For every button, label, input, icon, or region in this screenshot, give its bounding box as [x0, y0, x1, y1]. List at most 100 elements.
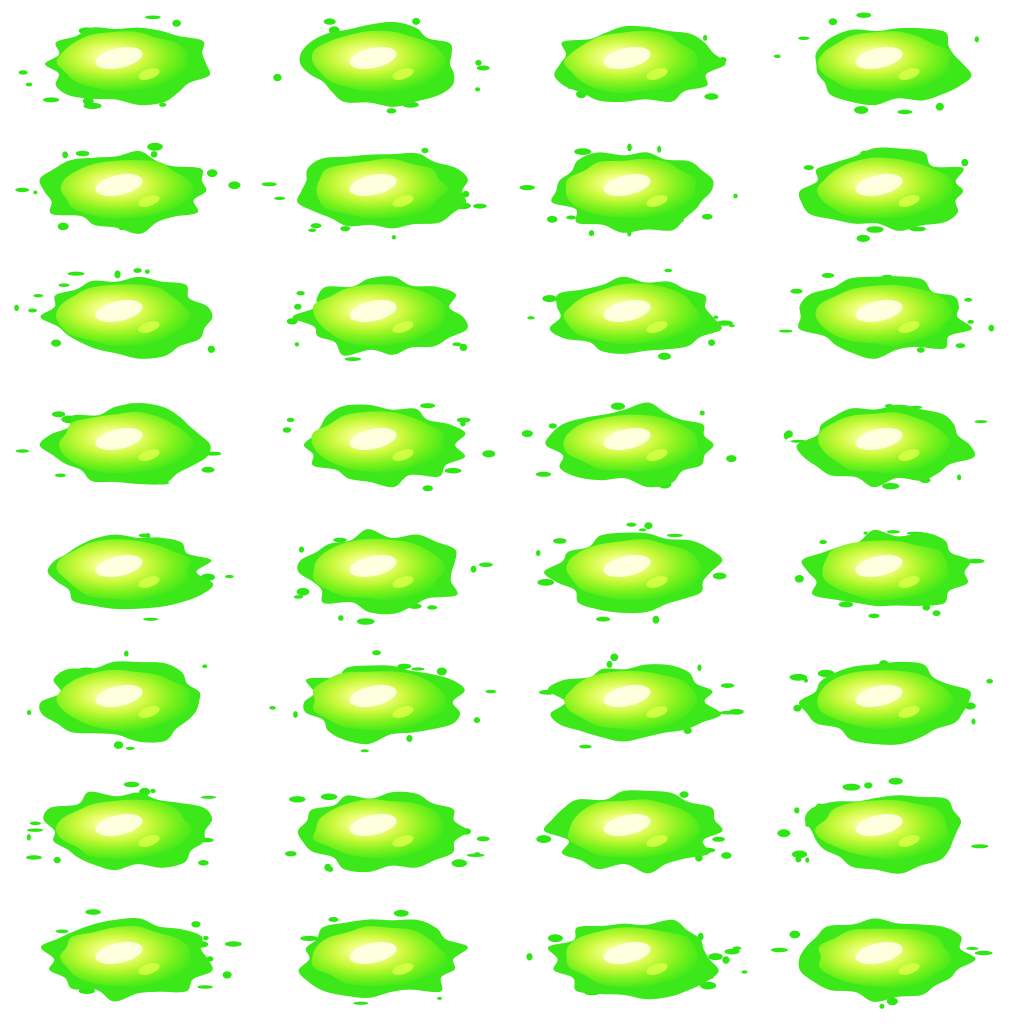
- droplet: [886, 530, 900, 534]
- splat-glint: [646, 706, 668, 718]
- droplet: [638, 528, 647, 532]
- droplet: [82, 97, 94, 105]
- droplet: [793, 704, 802, 712]
- splat-highlight: [349, 685, 397, 707]
- droplet: [863, 531, 868, 535]
- splat-glint: [392, 68, 414, 80]
- droplet: [323, 18, 336, 25]
- droplet: [436, 667, 447, 676]
- droplet: [159, 102, 167, 107]
- droplet: [203, 935, 209, 941]
- droplet: [657, 145, 662, 153]
- droplet: [28, 308, 37, 313]
- droplet: [296, 291, 305, 296]
- droplet: [53, 856, 61, 864]
- droplet: [805, 857, 810, 863]
- droplet: [795, 856, 802, 863]
- droplet: [828, 18, 838, 26]
- droplet: [273, 73, 282, 82]
- droplet: [197, 985, 213, 989]
- droplet: [150, 788, 156, 794]
- droplet: [794, 575, 804, 583]
- droplet: [777, 829, 791, 838]
- droplet: [916, 347, 925, 353]
- droplet: [722, 956, 730, 964]
- droplet: [133, 268, 142, 273]
- droplet: [207, 345, 215, 353]
- droplet: [67, 271, 85, 276]
- splat-highlight: [95, 174, 143, 196]
- sprite-frame-2: [273, 17, 490, 114]
- droplet: [421, 147, 429, 154]
- splat-glint: [898, 963, 920, 975]
- splat-highlight: [603, 428, 651, 450]
- sprite-frame-6: [261, 147, 487, 240]
- droplet: [790, 288, 803, 294]
- droplet: [610, 402, 626, 410]
- droplet: [652, 615, 660, 624]
- droplet: [866, 226, 884, 233]
- droplet: [971, 844, 989, 849]
- droplet: [957, 474, 962, 481]
- splat-glint: [138, 835, 160, 847]
- droplet: [206, 169, 218, 178]
- droplet: [356, 618, 375, 625]
- splat-glint: [898, 449, 920, 461]
- droplet: [15, 187, 30, 193]
- droplet: [473, 717, 481, 724]
- droplet: [712, 836, 725, 842]
- droplet: [224, 574, 234, 579]
- droplet: [542, 295, 557, 303]
- droplet: [476, 836, 490, 842]
- splat-glint: [646, 449, 668, 461]
- droplet: [474, 852, 481, 857]
- droplet: [282, 427, 292, 433]
- splat-glint: [138, 321, 160, 333]
- droplet: [547, 934, 563, 943]
- droplet: [986, 678, 993, 684]
- sprite-frame-14: [282, 403, 496, 492]
- droplet: [476, 65, 490, 71]
- droplet: [882, 483, 900, 490]
- splat-glint: [138, 576, 160, 588]
- droplet: [57, 222, 69, 231]
- droplet: [791, 850, 808, 859]
- droplet: [797, 36, 810, 40]
- droplet: [145, 269, 150, 274]
- droplet: [536, 835, 552, 844]
- splat-glint: [646, 835, 668, 847]
- droplet: [658, 352, 671, 360]
- droplet: [733, 193, 738, 199]
- droplet: [294, 303, 302, 310]
- splat-highlight: [95, 300, 143, 322]
- droplet: [721, 852, 732, 859]
- droplet: [33, 190, 38, 195]
- splat-glint: [392, 321, 414, 333]
- droplet: [62, 151, 68, 159]
- splat-highlight: [855, 47, 903, 69]
- droplet: [473, 203, 487, 209]
- droplet: [536, 550, 541, 557]
- droplet: [15, 449, 29, 453]
- droplet: [955, 343, 966, 349]
- droplet: [821, 273, 835, 278]
- splat-glint: [138, 68, 160, 80]
- droplet: [697, 664, 702, 671]
- droplet: [526, 953, 533, 961]
- droplet: [856, 12, 872, 18]
- droplet: [224, 941, 242, 947]
- splat-highlight: [855, 942, 903, 964]
- sprite-frame-11: [527, 268, 735, 360]
- sprite-frame-29: [40, 909, 242, 1002]
- droplet: [201, 466, 215, 473]
- sprite-frame-8: [798, 147, 969, 242]
- splat-highlight: [603, 814, 651, 836]
- droplet: [462, 190, 470, 198]
- splat-highlight: [95, 942, 143, 964]
- splat-glint: [392, 195, 414, 207]
- sprite-frame-15: [521, 402, 737, 489]
- droplet: [897, 109, 913, 115]
- splat-glint: [898, 321, 920, 333]
